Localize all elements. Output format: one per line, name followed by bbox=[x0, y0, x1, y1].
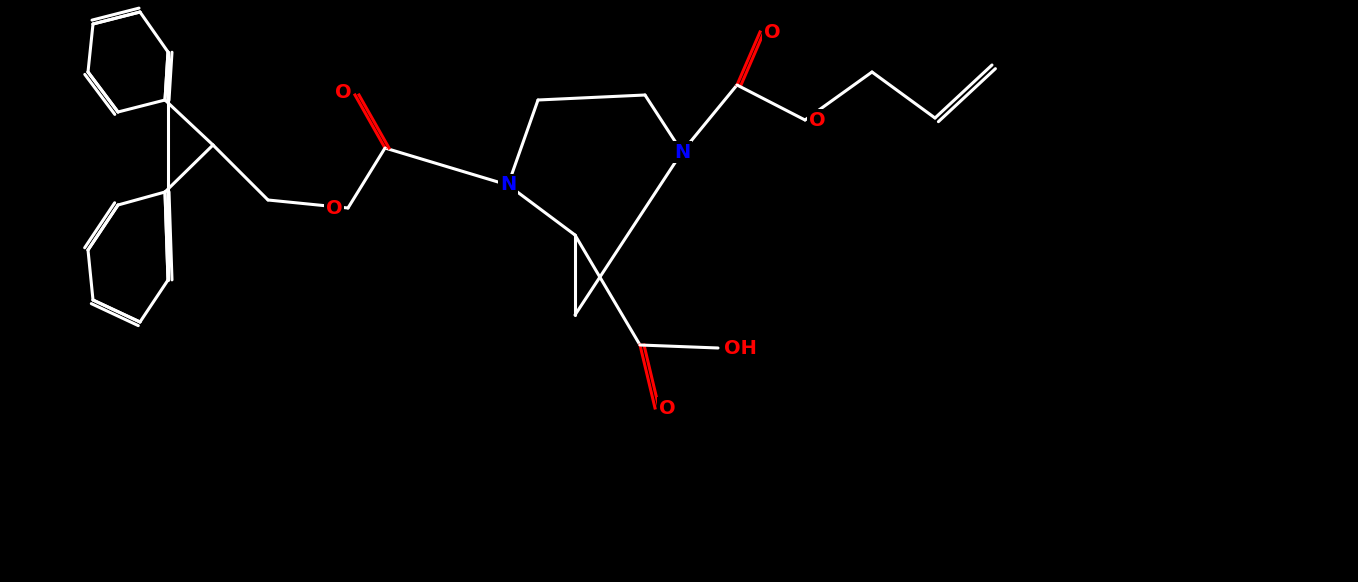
Text: O: O bbox=[326, 198, 342, 218]
Text: O: O bbox=[808, 111, 826, 130]
Text: O: O bbox=[763, 23, 781, 41]
Text: N: N bbox=[674, 143, 690, 161]
Text: O: O bbox=[659, 399, 675, 417]
Text: N: N bbox=[500, 176, 516, 194]
Text: O: O bbox=[334, 83, 352, 102]
Text: OH: OH bbox=[724, 339, 756, 357]
